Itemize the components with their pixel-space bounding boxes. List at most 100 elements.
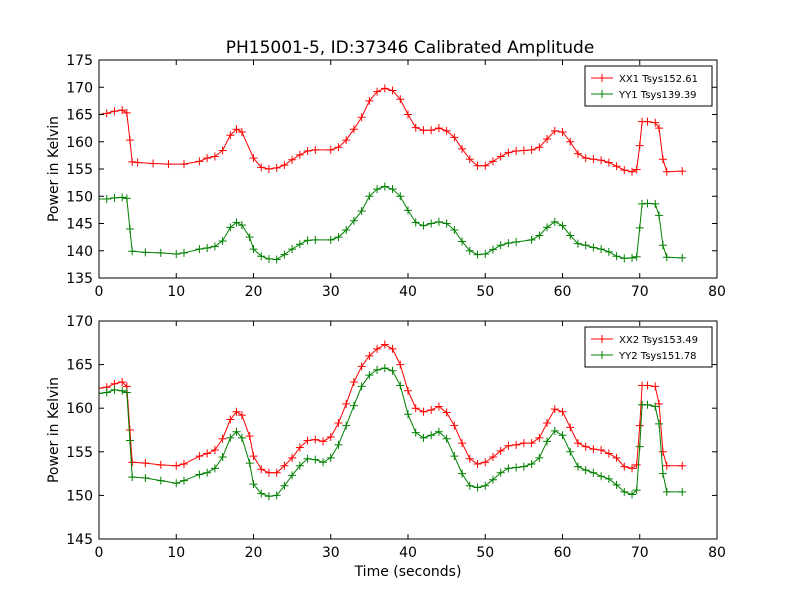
data-point xyxy=(620,462,629,471)
data-point xyxy=(311,435,320,444)
legend-box xyxy=(584,65,713,107)
y-tick-label: 140 xyxy=(66,244,93,260)
data-point xyxy=(172,461,181,470)
data-point xyxy=(342,399,351,408)
data-point xyxy=(102,109,111,118)
plots: 0 10 20 30 40 50 60 70 80 135 140 145 150 155 160 165 17… xyxy=(46,53,726,580)
data-point xyxy=(326,145,335,154)
data-point xyxy=(280,161,289,170)
x-tick-label: 10 xyxy=(167,284,185,300)
data-point xyxy=(226,415,235,424)
data-point xyxy=(643,381,652,390)
series-line-2 xyxy=(99,367,683,497)
data-point xyxy=(519,462,528,471)
data-point xyxy=(303,436,312,445)
data-point xyxy=(272,468,281,477)
data-point xyxy=(380,340,389,349)
data-point xyxy=(218,453,227,462)
data-point xyxy=(257,163,266,172)
data-point xyxy=(465,481,474,490)
x-tick-label: 40 xyxy=(399,545,417,561)
data-point xyxy=(442,219,451,228)
legend-box xyxy=(584,326,713,368)
data-point xyxy=(628,490,637,499)
data-point xyxy=(597,472,606,481)
data-point xyxy=(128,157,137,166)
data-point xyxy=(272,255,281,264)
data-point xyxy=(295,443,304,452)
data-point xyxy=(635,141,644,150)
data-point xyxy=(527,460,536,469)
data-point xyxy=(303,147,312,156)
data-point xyxy=(125,224,134,233)
y-tick-label: 175 xyxy=(66,53,93,69)
data-point xyxy=(662,487,671,496)
data-point xyxy=(473,161,482,170)
data-point xyxy=(156,476,165,485)
data-point xyxy=(365,192,374,201)
data-point xyxy=(295,150,304,159)
x-tick-label: 60 xyxy=(554,545,572,561)
data-point xyxy=(195,245,204,254)
legend: XX2 Tsys153.49 YY2 Tsys151.78 xyxy=(584,326,713,368)
data-point xyxy=(651,118,660,127)
series-line-2 xyxy=(99,185,683,260)
data-point xyxy=(272,491,281,500)
data-point xyxy=(388,185,397,194)
data-point xyxy=(488,453,497,462)
series-line-1 xyxy=(99,343,683,474)
data-point xyxy=(118,106,127,115)
data-point xyxy=(118,378,127,387)
data-point xyxy=(411,428,420,437)
data-point xyxy=(612,162,621,171)
data-point xyxy=(156,460,165,469)
y-tick-label: 150 xyxy=(66,189,93,205)
data-point xyxy=(566,447,575,456)
data-point xyxy=(245,459,254,468)
data-point xyxy=(125,426,134,434)
data-point xyxy=(643,400,652,409)
data-point xyxy=(396,95,405,104)
data-point xyxy=(635,223,644,232)
data-point xyxy=(99,194,103,203)
data-point xyxy=(419,126,428,135)
legend-label: XX1 Tsys152.61 xyxy=(619,74,698,85)
data-point xyxy=(566,231,575,240)
data-point xyxy=(612,252,621,261)
x-tick-label: 30 xyxy=(322,284,340,300)
data-point xyxy=(149,159,158,168)
y-tick-label: 170 xyxy=(66,80,93,96)
data-point xyxy=(604,247,613,256)
data-point xyxy=(141,459,150,468)
data-point xyxy=(535,143,544,152)
x-tick-label: 80 xyxy=(708,545,726,561)
data-point xyxy=(473,483,482,492)
data-point xyxy=(566,137,575,146)
data-point xyxy=(488,475,497,484)
data-point xyxy=(434,217,443,226)
data-point xyxy=(632,460,641,469)
x-tick-label: 20 xyxy=(245,284,263,300)
data-point xyxy=(334,143,343,152)
data-point xyxy=(311,455,320,464)
x-tick-label: 50 xyxy=(476,545,494,561)
x-tick-label: 0 xyxy=(95,545,104,561)
data-point xyxy=(450,226,459,235)
data-point xyxy=(125,136,134,145)
data-point xyxy=(218,434,227,443)
data-point xyxy=(128,458,137,467)
data-point xyxy=(280,250,289,259)
data-point xyxy=(450,421,459,430)
data-point xyxy=(581,154,590,163)
subplot-2: 0 10 20 30 40 50 60 70 80 145 150 155 160 165 170 Power… xyxy=(46,314,726,580)
data-point xyxy=(658,469,667,478)
data-point xyxy=(643,117,652,126)
data-point xyxy=(535,453,544,462)
data-point xyxy=(550,426,559,435)
data-point xyxy=(481,458,490,467)
data-point xyxy=(272,163,281,172)
data-point xyxy=(550,126,559,135)
data-point xyxy=(257,465,266,474)
data-point xyxy=(643,199,652,208)
data-point xyxy=(102,194,111,203)
